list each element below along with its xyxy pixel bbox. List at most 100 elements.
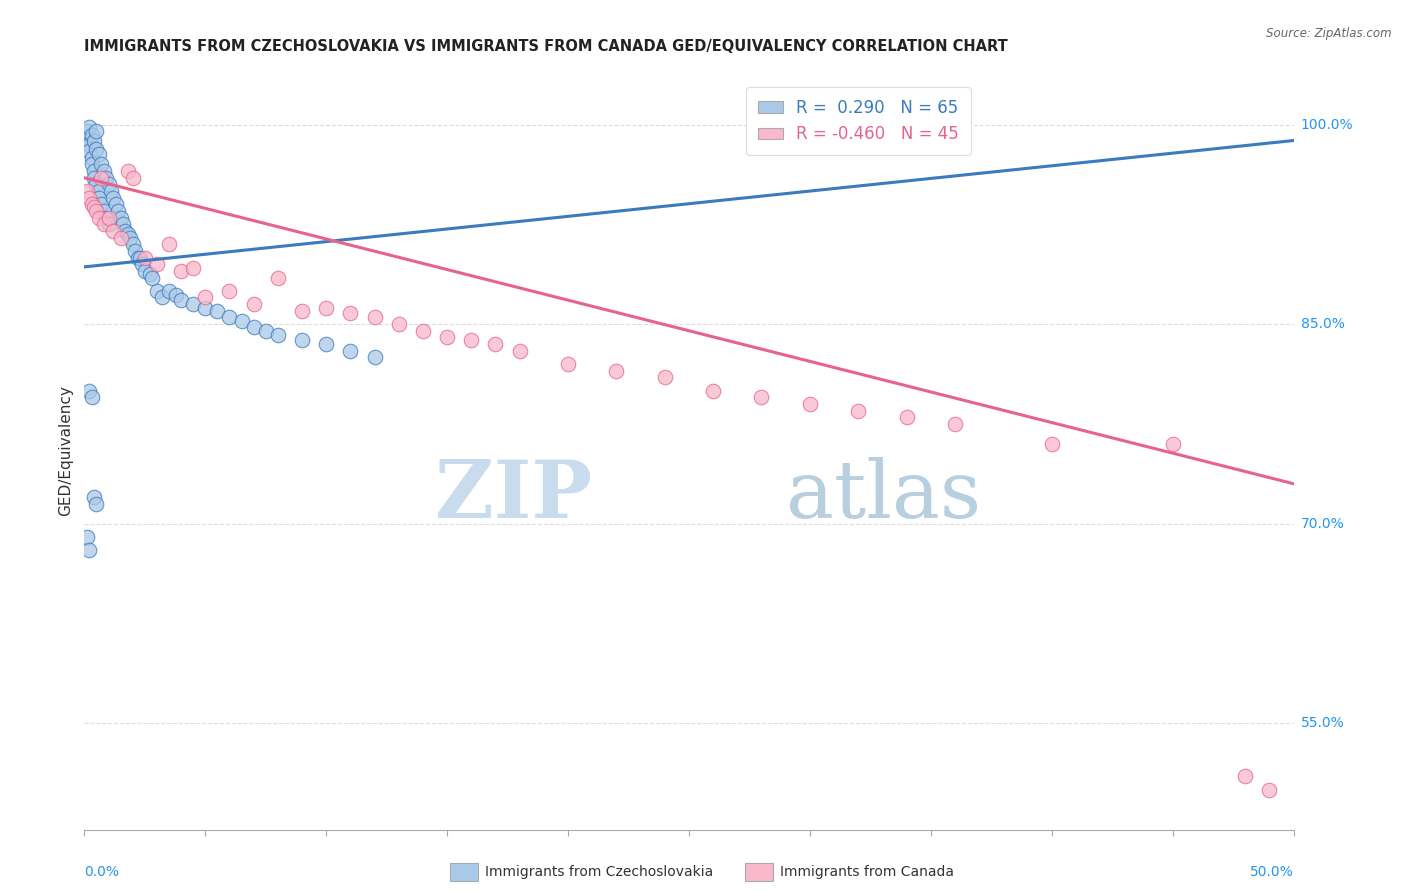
Text: ZIP: ZIP [436,457,592,535]
Point [80,390,103,404]
Point [654,370,676,384]
Text: IMMIGRANTS FROM CZECHOSLOVAKIA VS IMMIGRANTS FROM CANADA GED/EQUIVALENCY CORRELA: IMMIGRANTS FROM CZECHOSLOVAKIA VS IMMIGR… [84,38,1008,54]
Point [77,137,100,152]
Point [83,200,105,214]
Point [291,333,314,347]
Point [117,164,139,178]
Point [138,267,160,281]
Point [77,120,100,135]
Point [509,343,531,358]
Point [141,270,163,285]
Point [117,227,139,241]
Text: atlas: atlas [786,457,981,535]
Point [76,530,98,544]
Point [103,224,125,238]
Point [702,384,724,398]
Point [315,337,337,351]
Point [484,337,506,351]
Point [129,251,152,265]
Point [124,244,146,258]
Point [291,303,314,318]
Point [97,217,120,231]
Point [77,384,100,398]
Point [93,164,115,178]
Y-axis label: GED/Equivalency: GED/Equivalency [58,385,73,516]
Text: 70.0%: 70.0% [1301,516,1344,531]
Point [194,301,217,315]
Point [363,351,385,365]
Point [93,204,115,219]
Point [94,211,117,225]
Point [86,497,108,511]
Point [76,184,98,198]
Point [90,157,112,171]
Point [76,131,98,145]
Text: Immigrants from Czechoslovakia: Immigrants from Czechoslovakia [485,865,713,880]
Text: 50.0%: 50.0% [1250,865,1294,880]
Point [207,303,229,318]
Point [112,217,135,231]
Point [943,417,966,431]
Point [103,191,125,205]
Point [267,327,290,342]
Point [110,230,132,244]
Point [121,170,143,185]
Point [242,297,264,311]
Point [157,237,180,252]
Point [86,124,108,138]
Point [242,319,264,334]
Text: 55.0%: 55.0% [1301,716,1344,731]
Point [846,403,869,417]
Point [134,251,156,265]
Point [605,364,627,378]
Point [254,324,277,338]
Point [114,224,136,238]
Text: 100.0%: 100.0% [1301,118,1353,131]
Point [80,151,103,165]
Point [339,306,361,320]
Point [107,204,129,219]
Point [218,310,240,325]
Point [80,157,103,171]
Point [181,297,204,311]
Text: Immigrants from Canada: Immigrants from Canada [780,865,955,880]
Point [76,124,98,138]
Point [557,357,579,371]
Point [87,146,110,161]
Point [90,197,112,211]
Point [157,284,180,298]
Point [104,197,127,211]
Point [80,197,103,211]
Point [86,178,108,192]
Point [181,261,204,276]
Point [80,128,103,143]
Point [77,191,100,205]
Point [87,211,110,225]
Point [120,230,142,244]
Point [339,343,361,358]
Text: 85.0%: 85.0% [1301,317,1344,331]
Point [436,330,458,344]
Point [134,264,156,278]
Point [97,211,120,225]
Legend: R =  0.290   N = 65, R = -0.460   N = 45: R = 0.290 N = 65, R = -0.460 N = 45 [747,87,970,155]
Point [77,543,100,558]
Point [93,217,115,231]
Point [110,211,132,225]
Point [121,237,143,252]
Text: 0.0%: 0.0% [84,865,120,880]
Point [412,324,434,338]
Point [315,301,337,315]
Point [83,134,105,148]
Point [1258,782,1281,797]
Point [170,264,193,278]
Point [194,291,217,305]
Point [94,170,117,185]
Point [86,204,108,219]
Point [97,178,120,192]
Point [150,291,173,305]
Point [1161,437,1184,451]
Point [83,164,105,178]
Point [77,144,100,158]
Point [90,170,112,185]
